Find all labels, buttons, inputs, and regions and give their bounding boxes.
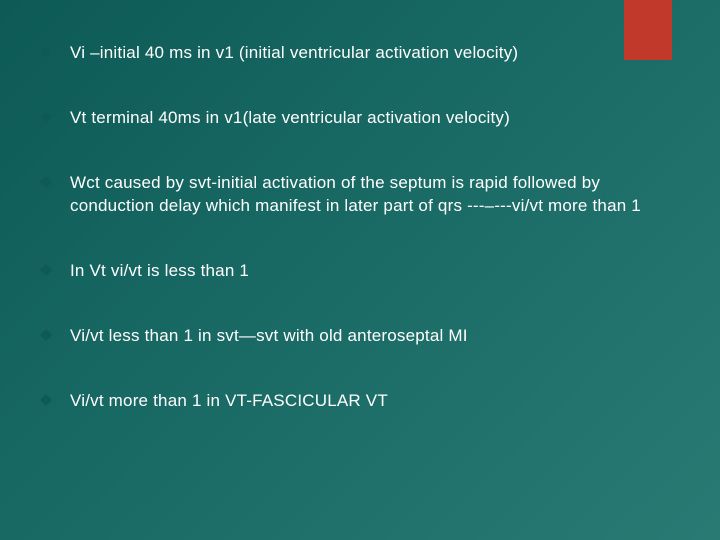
list-item: Vt terminal 40ms in v1(late ventricular …	[40, 107, 680, 130]
diamond-bullet-icon	[40, 176, 52, 188]
bullet-text: Vi –initial 40 ms in v1 (initial ventric…	[70, 42, 518, 65]
list-item: Wct caused by svt-initial activation of …	[40, 172, 680, 218]
diamond-bullet-icon	[40, 394, 52, 406]
bullet-text: In Vt vi/vt is less than 1	[70, 260, 249, 283]
diamond-bullet-icon	[40, 329, 52, 341]
list-item: Vi/vt less than 1 in svt—svt with old an…	[40, 325, 680, 348]
bullet-text: Vi/vt less than 1 in svt—svt with old an…	[70, 325, 468, 348]
diamond-bullet-icon	[40, 264, 52, 276]
content-area: Vi –initial 40 ms in v1 (initial ventric…	[40, 42, 680, 455]
list-item: Vi/vt more than 1 in VT-FASCICULAR VT	[40, 390, 680, 413]
diamond-bullet-icon	[40, 111, 52, 123]
diamond-bullet-icon	[40, 46, 52, 58]
list-item: In Vt vi/vt is less than 1	[40, 260, 680, 283]
list-item: Vi –initial 40 ms in v1 (initial ventric…	[40, 42, 680, 65]
bullet-text: Vi/vt more than 1 in VT-FASCICULAR VT	[70, 390, 388, 413]
bullet-text: Wct caused by svt-initial activation of …	[70, 172, 680, 218]
slide: Vi –initial 40 ms in v1 (initial ventric…	[0, 0, 720, 540]
bullet-text: Vt terminal 40ms in v1(late ventricular …	[70, 107, 510, 130]
